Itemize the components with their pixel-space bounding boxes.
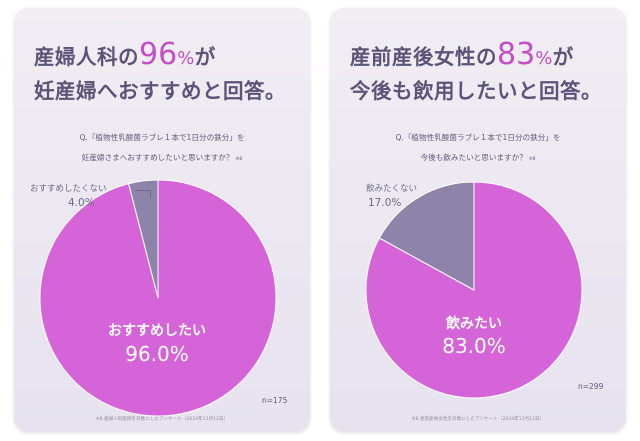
footnote: ※8 産婦人科医師を対象にしたアンケート（2024年11月12日） bbox=[95, 417, 229, 422]
headline: 産前産後女性の83%が 今後も飲用したいと回答。 bbox=[350, 38, 616, 108]
pie-chart bbox=[39, 179, 277, 417]
slice-label-major: 飲みたい bbox=[446, 316, 502, 332]
slice-value-major: 83.0% bbox=[442, 334, 506, 358]
headline: 産婦人科の96%が 妊産婦へおすすめと回答。 bbox=[34, 38, 300, 108]
sample-size: n=175 bbox=[262, 396, 288, 405]
footnote: ※8 産前産後女性を対象にしたアンケート（2024年11月12日） bbox=[411, 417, 545, 422]
slice-label-minor: 飲みたくない bbox=[366, 184, 418, 194]
slice-value-major: 96.0% bbox=[125, 342, 189, 366]
leader-line bbox=[135, 190, 150, 191]
headline-line1: 産婦人科の96%が bbox=[34, 37, 216, 72]
headline-line2: 妊産婦へおすすめと回答。 bbox=[34, 79, 286, 103]
pie-slice-minor bbox=[128, 179, 159, 299]
leader-line-vertical bbox=[150, 190, 151, 198]
chart-card-left: 産婦人科の96%が 妊産婦へおすすめと回答。 Q.「植物性乳酸菌ラブレ１本で1日… bbox=[14, 8, 310, 432]
headline-line2: 今後も飲用したいと回答。 bbox=[350, 79, 602, 103]
slice-value-minor: 4.0% bbox=[68, 197, 95, 209]
slice-value-minor: 17.0% bbox=[368, 197, 402, 209]
pie-chart bbox=[365, 181, 583, 399]
headline-percent: 83 bbox=[497, 37, 536, 72]
slice-label-major: おすすめしたい bbox=[108, 323, 206, 339]
question: Q.「植物性乳酸菌ラブレ１本で1日分の鉄分」を 妊産婦さまへおすすめしたいと思い… bbox=[79, 133, 245, 162]
slice-label-minor: おすすめしたくない bbox=[30, 184, 107, 194]
question: Q.「植物性乳酸菌ラブレ１本で1日分の鉄分」を 今後も飲みたいと思いますか？ ※8 bbox=[395, 133, 561, 162]
headline-line1: 産前産後女性の83%が bbox=[350, 37, 574, 72]
chart-card-right: 産前産後女性の83%が 今後も飲用したいと回答。 Q.「植物性乳酸菌ラブレ１本で… bbox=[330, 8, 626, 432]
pie-slice-minor bbox=[378, 181, 475, 291]
headline-percent: 96 bbox=[139, 37, 178, 72]
sample-size: n=299 bbox=[578, 382, 604, 391]
